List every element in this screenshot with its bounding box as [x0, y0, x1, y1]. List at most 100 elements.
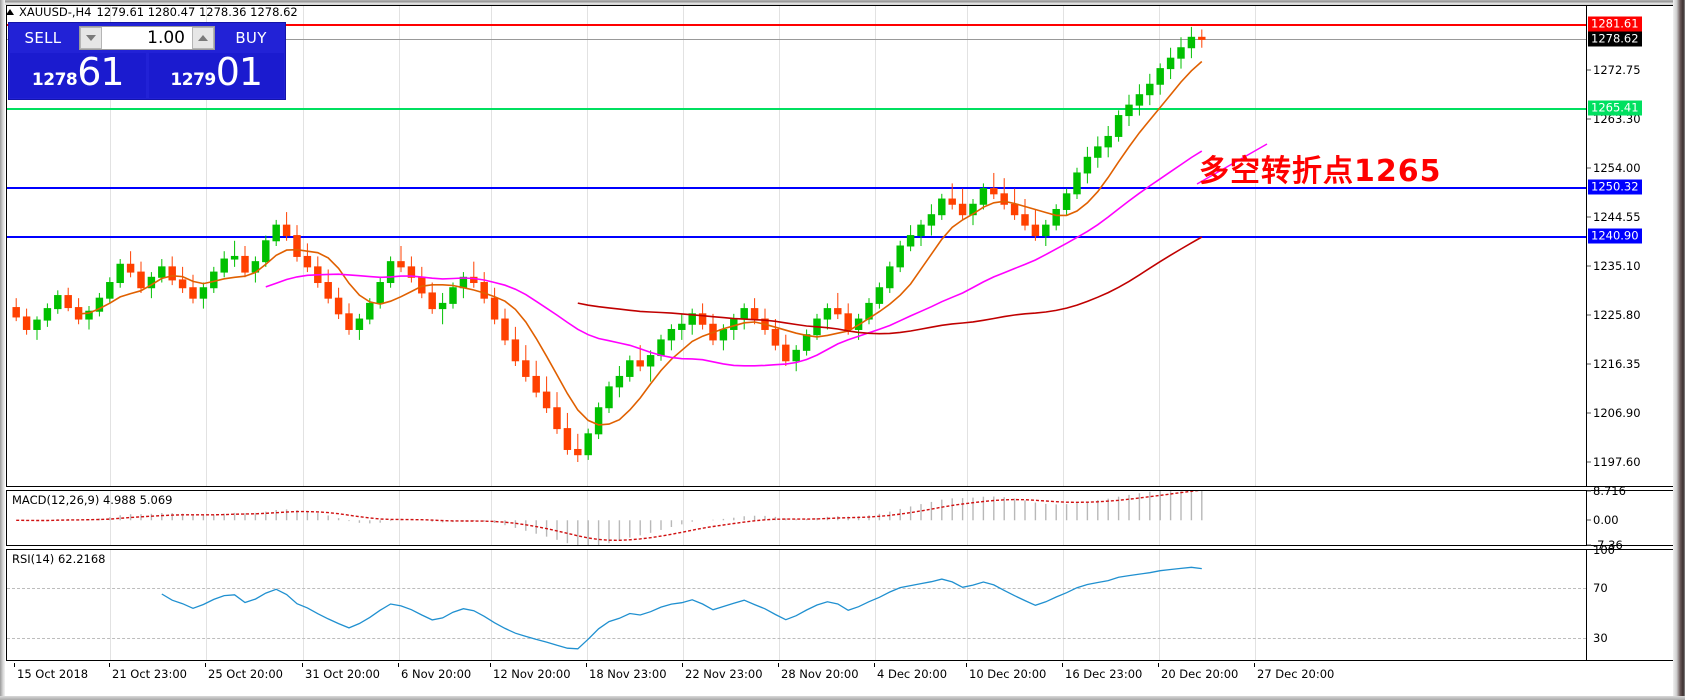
macd-axis-separator — [1586, 491, 1587, 545]
blue-level-tag-upper[interactable]: 1250.32 — [1588, 179, 1642, 195]
grid-line — [875, 6, 876, 486]
grid-line — [779, 550, 780, 660]
time-tick-label: 28 Nov 20:00 — [781, 667, 859, 681]
ohlc-values: 1279.61 1280.47 1278.36 1278.62 — [96, 5, 298, 19]
time-tick-mark — [490, 663, 491, 667]
price-plot-area[interactable] — [7, 6, 1672, 486]
time-tick-mark — [778, 663, 779, 667]
rsi-axis-separator — [1586, 550, 1587, 660]
symbol-label: XAUUSD-,H4 — [19, 5, 92, 19]
grid-line — [1063, 550, 1064, 660]
macd-tick-label: 8.716 — [1593, 484, 1626, 498]
trade-panel-top-row: SELL 1.00 BUY — [9, 23, 285, 53]
macd-tick-mark — [1587, 490, 1591, 492]
macd-tick-label: 0.00 — [1593, 513, 1619, 528]
bid-line[interactable] — [7, 39, 1586, 41]
grid-line — [587, 550, 588, 660]
grid-line — [587, 6, 588, 486]
rsi-line — [161, 566, 1202, 650]
price-tick-label: 1216.35 — [1593, 357, 1641, 372]
time-tick-label: 25 Oct 20:00 — [208, 667, 283, 681]
rsi-scale: 100 70 30 — [1587, 543, 1673, 660]
price-tick-mark — [1587, 118, 1591, 120]
trade-panel-bottom-row: 1278 61 1279 01 — [9, 53, 285, 99]
price-scale[interactable]: 1272.75 1263.30 1254.00 1244.55 1235.10 1225.… — [1587, 6, 1673, 486]
buy-price-button[interactable]: 1279 01 — [148, 50, 284, 98]
time-tick-label: 16 Dec 23:00 — [1065, 667, 1143, 681]
grid-line — [967, 550, 968, 660]
time-tick-mark — [302, 663, 303, 667]
grid-line — [683, 491, 684, 545]
window-bottom-border — [0, 696, 1685, 700]
ask-price-tag[interactable]: 1281.61 — [1588, 16, 1642, 32]
time-tick-mark — [874, 663, 875, 667]
volume-input[interactable]: 1.00 — [102, 27, 192, 49]
grid-line — [1159, 6, 1160, 486]
buy-price-prefix: 1279 — [170, 70, 216, 90]
moving-average-line-3 — [577, 236, 1203, 335]
price-tick-mark — [1587, 412, 1591, 414]
grid-line — [206, 550, 207, 660]
grid-line — [967, 491, 968, 545]
volume-increment-button[interactable] — [192, 27, 214, 49]
grid-line — [1255, 491, 1256, 545]
time-tick-mark — [1158, 663, 1159, 667]
volume-stepper[interactable]: 1.00 — [79, 26, 215, 50]
price-tick-label: 1206.90 — [1593, 406, 1641, 421]
macd-signal-line — [16, 491, 1201, 542]
price-tick-mark — [1587, 265, 1591, 267]
buy-label[interactable]: BUY — [235, 29, 267, 47]
level-line-1250[interactable] — [7, 186, 1586, 189]
bid-price-tag[interactable]: 1278.62 — [1588, 31, 1642, 47]
grid-line — [110, 550, 111, 660]
one-click-trading-panel[interactable]: SELL 1.00 BUY 1278 61 1279 01 — [8, 22, 286, 100]
rsi-indicator-pane[interactable]: 100 70 30 RSI(14) 62.2168 — [6, 543, 1673, 661]
grid-line — [683, 550, 684, 660]
time-tick-mark — [398, 663, 399, 667]
price-tick-mark — [1587, 216, 1591, 218]
macd-series — [16, 491, 1203, 545]
green-level-tag[interactable]: 1265.41 — [1588, 100, 1642, 116]
grid-line — [303, 550, 304, 660]
time-tick-mark — [966, 663, 967, 667]
time-tick-label: 20 Dec 20:00 — [1161, 667, 1239, 681]
blue-level-tag-lower[interactable]: 1240.90 — [1588, 228, 1642, 244]
sell-price-button[interactable]: 1278 61 — [10, 53, 146, 98]
time-tick-label: 21 Oct 23:00 — [112, 667, 187, 681]
price-tick-label: 1272.75 — [1593, 62, 1641, 77]
ask-line[interactable] — [7, 23, 1586, 26]
macd-plot-area[interactable] — [7, 491, 1672, 545]
grid-line — [1159, 550, 1160, 660]
chart-annotation-text: 多空转折点1265 — [1199, 154, 1442, 189]
rsi-tick-label: 30 — [1593, 630, 1608, 645]
macd-scale: 8.716 0.00 -7.36 — [1587, 484, 1673, 552]
rsi-label: RSI(14) 62.2168 — [12, 552, 106, 566]
sell-label[interactable]: SELL — [24, 29, 62, 47]
grid-line — [399, 491, 400, 545]
level-line-1240[interactable] — [7, 236, 1586, 239]
window-scrollbar-right[interactable] — [1673, 0, 1685, 700]
rsi-plot-area[interactable] — [7, 550, 1672, 660]
grid-line — [491, 550, 492, 660]
volume-decrement-button[interactable] — [80, 27, 102, 49]
price-tick-mark — [1587, 461, 1591, 463]
rsi-tick-label: 100 — [1593, 543, 1615, 557]
price-tick-label: 1263.30 — [1593, 112, 1641, 127]
macd-tick-mark — [1587, 519, 1591, 521]
time-scale[interactable]: 15 Oct 2018 21 Oct 23:00 25 Oct 20:00 31 Oc… — [6, 663, 1673, 685]
grid-line — [967, 6, 968, 486]
time-tick-label: 31 Oct 20:00 — [305, 667, 380, 681]
time-tick-mark — [205, 663, 206, 667]
macd-indicator-pane[interactable]: 8.716 0.00 -7.36 MACD(12,26,9) 4.988 5.069 — [6, 484, 1673, 552]
candlestick-series — [12, 26, 1268, 462]
time-tick-label: 22 Nov 23:00 — [685, 667, 763, 681]
annotation-pointer-line — [1196, 143, 1268, 185]
grid-line — [399, 6, 400, 486]
support-line-1265[interactable] — [7, 108, 1586, 111]
time-tick-label: 27 Dec 20:00 — [1257, 667, 1335, 681]
macd-tick-label: -7.36 — [1593, 538, 1623, 552]
buy-price-suffix: 01 — [215, 50, 263, 94]
sell-price-prefix: 1278 — [31, 70, 78, 90]
price-tick-mark — [1587, 363, 1591, 365]
time-tick-label: 4 Dec 20:00 — [877, 667, 948, 681]
